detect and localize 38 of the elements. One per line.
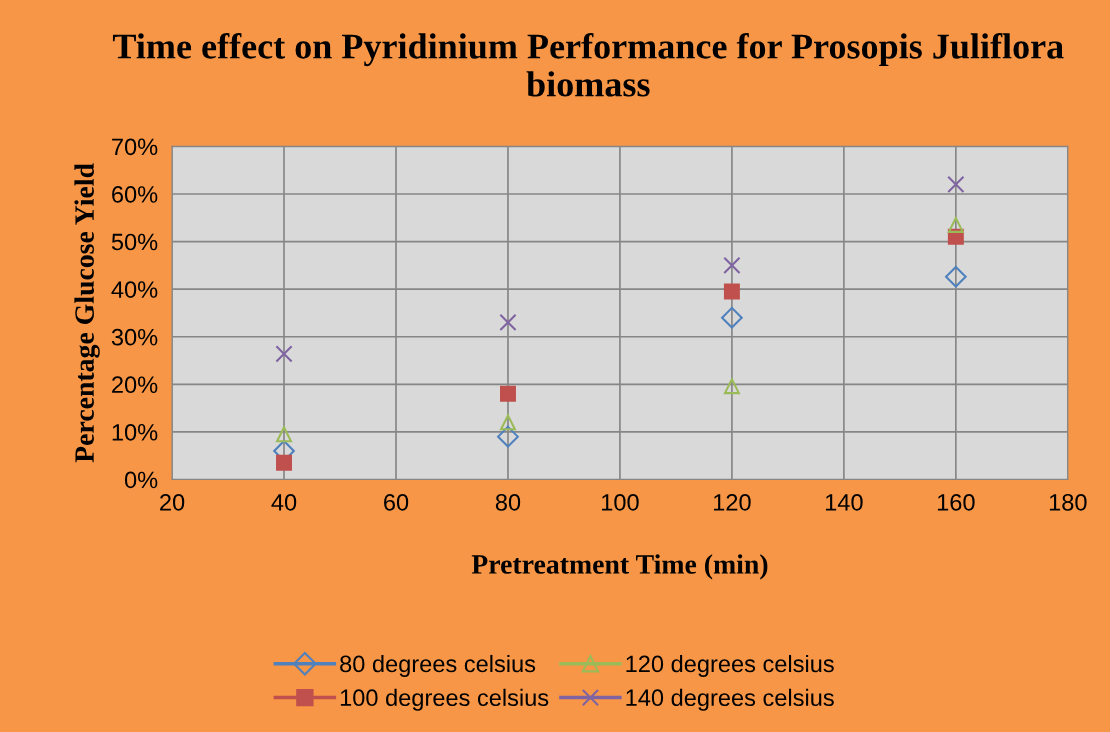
legend-label: 100 degrees celsius (340, 688, 549, 711)
y-tick-label: 0% (124, 471, 158, 489)
legend-label: 140 degrees celsius (626, 688, 834, 711)
y-tick-label: 40% (111, 281, 158, 298)
point (947, 216, 964, 233)
x-axis-title: Pretreatment Time (min) (471, 554, 768, 580)
y-tick-label: 70% (112, 138, 158, 156)
y-tick-label: 50% (111, 233, 158, 251)
y-axis-title: Percentage Glucose Yield (74, 163, 100, 463)
point (499, 385, 516, 402)
point (276, 454, 293, 471)
point (275, 345, 293, 363)
x-tick-label: 100 (602, 493, 639, 511)
legend-label: 80 degrees celsius (340, 654, 536, 677)
x-tick-label: 60 (384, 493, 409, 511)
point (723, 256, 741, 275)
x-tick-label: 20 (160, 493, 185, 511)
x-tick-label: 80 (495, 493, 521, 511)
point (947, 175, 965, 194)
y-tick-label: 30% (111, 328, 158, 346)
y-tick-label: 20% (112, 376, 158, 394)
point (723, 378, 740, 395)
point (944, 265, 967, 288)
x-tick-label: 180 (1049, 493, 1087, 511)
x-tick-label: 140 (825, 493, 863, 511)
x-tick-label: 160 (937, 493, 975, 511)
point (276, 426, 293, 443)
y-tick-label: 10% (112, 423, 158, 441)
chart-title: Time effect on Pyridinium Performance for Prosopis Juliflora biomass (112, 32, 1064, 97)
y-tick-label: 60% (112, 186, 158, 203)
point (499, 313, 517, 332)
x-tick-label: 40 (271, 493, 297, 511)
point (721, 306, 743, 329)
point (497, 425, 519, 448)
point (723, 283, 740, 300)
x-tick-label: 120 (714, 493, 751, 511)
point (499, 414, 516, 431)
legend-label: 120 degrees celsius (626, 654, 834, 677)
